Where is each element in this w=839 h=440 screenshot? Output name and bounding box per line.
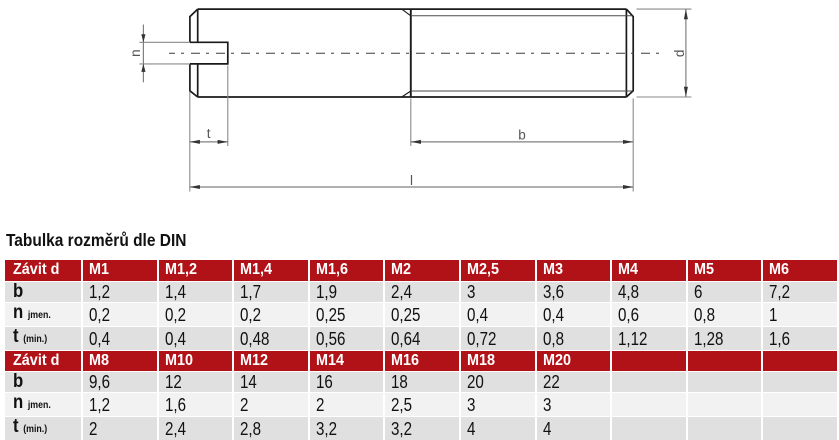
svg-text:n: n (128, 49, 143, 57)
svg-text:t: t (207, 126, 211, 141)
svg-text:b: b (518, 127, 526, 142)
svg-text:d: d (672, 50, 687, 58)
svg-text:l: l (410, 173, 413, 188)
